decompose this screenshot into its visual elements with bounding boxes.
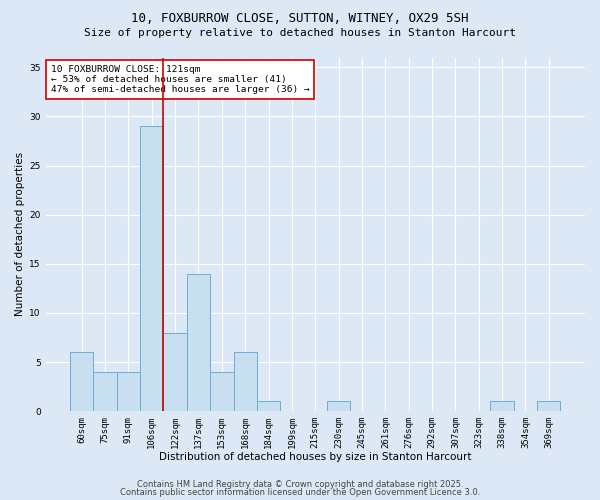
Bar: [490, 402, 514, 411]
Text: 10 FOXBURROW CLOSE: 121sqm
← 53% of detached houses are smaller (41)
47% of semi: 10 FOXBURROW CLOSE: 121sqm ← 53% of deta…: [51, 64, 310, 94]
Bar: [257, 402, 280, 411]
Bar: [537, 402, 560, 411]
Bar: [94, 372, 117, 411]
Text: 10, FOXBURROW CLOSE, SUTTON, WITNEY, OX29 5SH: 10, FOXBURROW CLOSE, SUTTON, WITNEY, OX2…: [131, 12, 469, 26]
Bar: [187, 274, 210, 411]
Text: Size of property relative to detached houses in Stanton Harcourt: Size of property relative to detached ho…: [84, 28, 516, 38]
Bar: [70, 352, 94, 411]
Text: Contains HM Land Registry data © Crown copyright and database right 2025.: Contains HM Land Registry data © Crown c…: [137, 480, 463, 489]
Bar: [140, 126, 163, 411]
Bar: [210, 372, 233, 411]
Bar: [327, 402, 350, 411]
Bar: [117, 372, 140, 411]
X-axis label: Distribution of detached houses by size in Stanton Harcourt: Distribution of detached houses by size …: [159, 452, 472, 462]
Bar: [163, 332, 187, 411]
Y-axis label: Number of detached properties: Number of detached properties: [15, 152, 25, 316]
Bar: [233, 352, 257, 411]
Text: Contains public sector information licensed under the Open Government Licence 3.: Contains public sector information licen…: [120, 488, 480, 497]
